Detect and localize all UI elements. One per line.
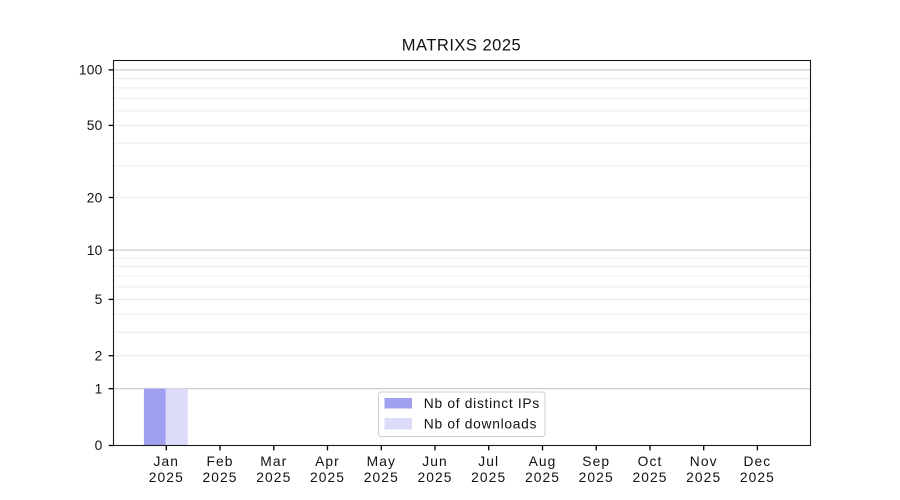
- svg-text:5: 5: [95, 292, 103, 307]
- svg-text:Jun: Jun: [422, 454, 448, 469]
- svg-text:Sep: Sep: [582, 454, 610, 469]
- svg-text:2025: 2025: [256, 470, 291, 485]
- svg-text:Nov: Nov: [690, 454, 718, 469]
- svg-text:Aug: Aug: [529, 454, 557, 469]
- svg-text:Oct: Oct: [638, 454, 663, 469]
- svg-text:2: 2: [95, 349, 103, 364]
- svg-text:Jul: Jul: [478, 454, 499, 469]
- svg-text:2025: 2025: [364, 470, 399, 485]
- svg-text:2025: 2025: [149, 470, 184, 485]
- svg-text:100: 100: [79, 63, 103, 78]
- svg-text:0: 0: [95, 438, 103, 453]
- svg-text:2025: 2025: [202, 470, 237, 485]
- svg-text:Nb of distinct IPs: Nb of distinct IPs: [424, 396, 540, 411]
- svg-text:10: 10: [87, 243, 103, 258]
- svg-text:2025: 2025: [579, 470, 614, 485]
- svg-text:MATRIXS 2025: MATRIXS 2025: [402, 37, 521, 55]
- svg-text:2025: 2025: [417, 470, 452, 485]
- svg-text:Apr: Apr: [315, 454, 340, 469]
- svg-text:2025: 2025: [686, 470, 721, 485]
- svg-text:2025: 2025: [310, 470, 345, 485]
- svg-text:50: 50: [87, 118, 103, 133]
- svg-text:1: 1: [95, 382, 103, 397]
- svg-text:Dec: Dec: [743, 454, 771, 469]
- svg-text:2025: 2025: [740, 470, 775, 485]
- svg-text:20: 20: [87, 190, 103, 205]
- svg-text:2025: 2025: [471, 470, 506, 485]
- svg-text:Jan: Jan: [154, 454, 180, 469]
- svg-text:2025: 2025: [632, 470, 667, 485]
- svg-text:2025: 2025: [525, 470, 560, 485]
- svg-text:May: May: [367, 454, 396, 469]
- svg-text:Feb: Feb: [206, 454, 233, 469]
- svg-text:Mar: Mar: [260, 454, 287, 469]
- svg-text:Nb of downloads: Nb of downloads: [424, 417, 537, 432]
